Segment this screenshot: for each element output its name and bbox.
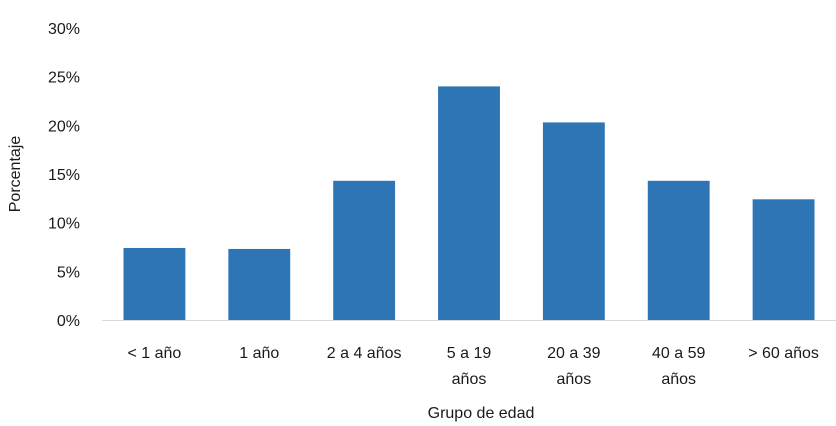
y-tick-label: 20% <box>48 118 80 135</box>
y-axis-title: Porcentaje <box>7 136 24 213</box>
x-tick-label: > 60 años <box>748 345 819 362</box>
y-tick-label: 25% <box>48 70 80 87</box>
y-axis-ticks: 0% 5% 10% 15% 20% 25% 30% <box>48 21 80 330</box>
bar <box>333 180 396 320</box>
y-tick-label: 5% <box>57 264 80 281</box>
y-tick-label: 10% <box>48 216 80 233</box>
bars <box>123 86 815 321</box>
x-tick-label: < 1 año <box>128 345 182 362</box>
bar <box>438 86 500 321</box>
bar <box>752 199 815 320</box>
bar <box>542 122 605 320</box>
x-axis-ticks: < 1 año 1 año 2 a 4 años 5 a 19 años 20 a 39 a… <box>128 345 819 388</box>
x-tick-label: 20 a 39 años <box>547 345 600 388</box>
x-tick-label: 2 a 4 años <box>327 345 402 362</box>
x-axis-title: Grupo de edad <box>428 405 535 422</box>
bar <box>647 180 710 320</box>
x-tick-label: 40 a 59 años <box>652 345 705 388</box>
x-tick-label: 5 a 19 años <box>447 345 492 388</box>
x-tick-label: 1 año <box>239 345 279 362</box>
y-tick-label: 30% <box>48 21 80 38</box>
bar <box>228 248 291 320</box>
y-tick-label: 0% <box>57 313 80 330</box>
bar <box>123 247 186 320</box>
y-tick-label: 15% <box>48 167 80 184</box>
